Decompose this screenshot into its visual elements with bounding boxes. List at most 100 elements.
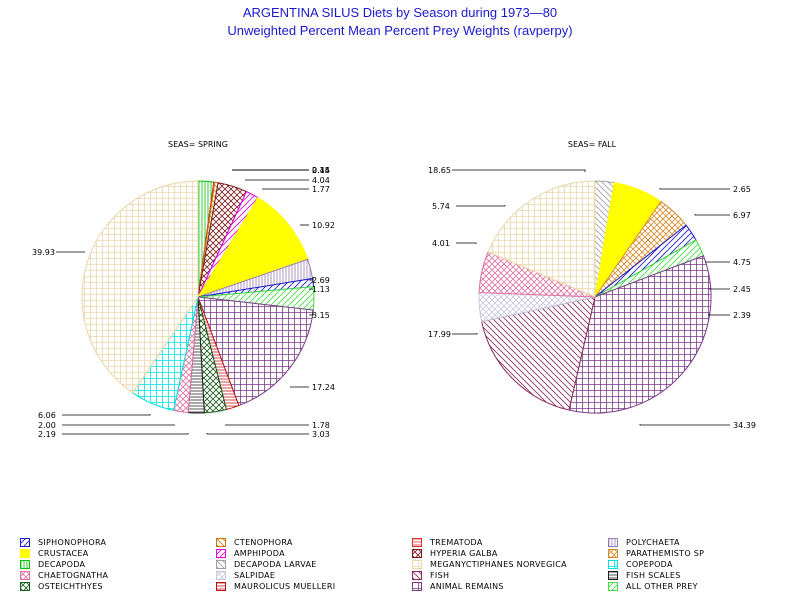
leader-line (456, 205, 506, 207)
legend-swatch (216, 560, 226, 569)
legend-label: AMPHIPODA (234, 549, 285, 558)
legend-label: MAUROLICUS MUELLERI (234, 582, 336, 591)
legend-label: ALL OTHER PREY (626, 582, 698, 591)
pie-title: SEAS= FALL (568, 140, 617, 149)
legend-label: DECAPODA LARVAE (234, 560, 317, 569)
legend-swatch (608, 571, 618, 580)
legend-swatch (608, 560, 618, 569)
data-label: 6.97 (733, 211, 751, 220)
legend-item-all-other-prey: ALL OTHER PREY (608, 581, 798, 592)
data-label: 2.19 (38, 430, 56, 439)
pie-slice-crustacea (196, 197, 309, 298)
pie-slice-meganyctiphanes-norvegica (81, 180, 199, 394)
legend-item-animal-remains: ANIMAL REMAINS (412, 581, 602, 592)
legend-label: DECAPODA (38, 560, 86, 569)
legend-item-copepoda: COPEPODA (608, 559, 798, 570)
legend-swatch (608, 538, 618, 547)
legend-label: FISH (430, 571, 450, 580)
data-label: 3.15 (312, 311, 330, 320)
legend-item-crustacea: CRUSTACEA (20, 548, 210, 559)
data-label: 2.69 (312, 276, 330, 285)
data-label: 4.01 (432, 239, 450, 248)
legend-label: CHAETOGNATHA (38, 571, 109, 580)
legend-item-amphipoda: AMPHIPODA (216, 548, 406, 559)
legend-label: FISH SCALES (626, 571, 681, 580)
data-label: 1.77 (312, 185, 330, 194)
data-label: 1.13 (312, 285, 330, 294)
pie-slice-animal-remains (568, 255, 712, 414)
leader-line (206, 433, 309, 435)
legend-label: OSTEICHTHYES (38, 582, 103, 591)
legend-swatch (20, 560, 30, 569)
legend-item-trematoda: TREMATODA (412, 537, 602, 548)
pie-slice-fish (481, 296, 596, 411)
data-label: 6.06 (38, 411, 56, 420)
legend-item-parathemisto-sp: PARATHEMISTO SP (608, 548, 798, 559)
legend-swatch (216, 538, 226, 547)
legend-swatch (20, 571, 30, 580)
data-label: 0.44 (312, 166, 330, 175)
data-label: 17.24 (312, 383, 335, 392)
data-label: 3.03 (312, 430, 330, 439)
legend-item-hyperia-galba: HYPERIA GALBA (412, 548, 602, 559)
legend-swatch (608, 549, 618, 558)
data-label: 5.74 (432, 202, 450, 211)
legend-swatch (216, 582, 226, 591)
legend-swatch (412, 538, 422, 547)
data-label: 4.04 (312, 176, 330, 185)
pie-fall: SEAS= FALL 2.65 6.97 4.75 2.45 2.39 34.39 17.99… (428, 140, 756, 430)
leader-line (62, 414, 151, 416)
legend-swatch (412, 549, 422, 558)
legend-label: MEGANYCTIPHANES NORVEGICA (430, 560, 567, 569)
leader-line (309, 277, 314, 281)
leader-line (694, 214, 730, 216)
data-label: 2.65 (733, 185, 751, 194)
leader-line (309, 313, 314, 316)
data-label: 39.93 (32, 248, 55, 257)
legend-swatch (20, 549, 30, 558)
data-label: 10.92 (312, 221, 335, 230)
legend-item-polychaeta: POLYCHAETA (608, 537, 798, 548)
legend-label: CTENOPHORA (234, 538, 293, 547)
legend-item-fish: FISH (412, 570, 602, 581)
chart-subtitle: Unweighted Percent Mean Percent Prey Wei… (227, 23, 573, 38)
pie-slice-meganyctiphanes-norvegica (487, 180, 596, 298)
legend-item-ctenophora: CTENOPHORA (216, 537, 406, 548)
data-label: 2.00 (38, 421, 56, 430)
legend-label: ANIMAL REMAINS (430, 582, 504, 591)
legend-label: COPEPODA (626, 560, 673, 569)
legend-label: PARATHEMISTO SP (626, 549, 705, 558)
data-label: 17.99 (428, 330, 451, 339)
data-label: 34.39 (733, 421, 756, 430)
data-label: 4.75 (733, 258, 751, 267)
legend-swatch (608, 582, 618, 591)
pie-spring: SEAS= SPRING 2.140.150.444.041.77 10.92 2.6… (32, 140, 335, 439)
legend-item-chaetognatha: CHAETOGNATHA (20, 570, 210, 581)
legend-label: SIPHONOPHORA (38, 538, 107, 547)
legend-label: POLYCHAETA (626, 538, 680, 547)
data-label: 18.65 (428, 166, 451, 175)
legend-item-decapoda: DECAPODA (20, 559, 210, 570)
legend-swatch (412, 582, 422, 591)
legend-swatch (412, 560, 422, 569)
pie-title: SEAS= SPRING (168, 140, 228, 149)
data-label: 1.78 (312, 421, 330, 430)
data-label: 2.45 (733, 285, 751, 294)
legend-swatch (216, 549, 226, 558)
data-label: 2.14 (312, 166, 330, 175)
legend-item-decapoda-larvae: DECAPODA LARVAE (216, 559, 406, 570)
legend-label: SALPIDAE (234, 571, 276, 580)
legend-item-siphonophora: SIPHONOPHORA (20, 537, 210, 548)
pie-charts: SEAS= SPRING 2.140.150.444.041.77 10.92 2.6… (32, 140, 756, 439)
legend-label: HYPERIA GALBA (430, 549, 498, 558)
legend: SIPHONOPHORA CTENOPHORA TREMATODA POLYCHAET… (0, 537, 800, 597)
leader-line (639, 424, 730, 426)
legend-item-meganyctiphanes-norvegica: MEGANYCTIPHANES NORVEGICA (412, 559, 602, 570)
legend-label: CRUSTACEA (38, 549, 89, 558)
legend-label: TREMATODA (430, 538, 483, 547)
leader-line (456, 242, 477, 244)
leader-line (452, 169, 586, 172)
leader-line (708, 314, 730, 316)
leader-line (62, 433, 189, 435)
legend-swatch (216, 571, 226, 580)
